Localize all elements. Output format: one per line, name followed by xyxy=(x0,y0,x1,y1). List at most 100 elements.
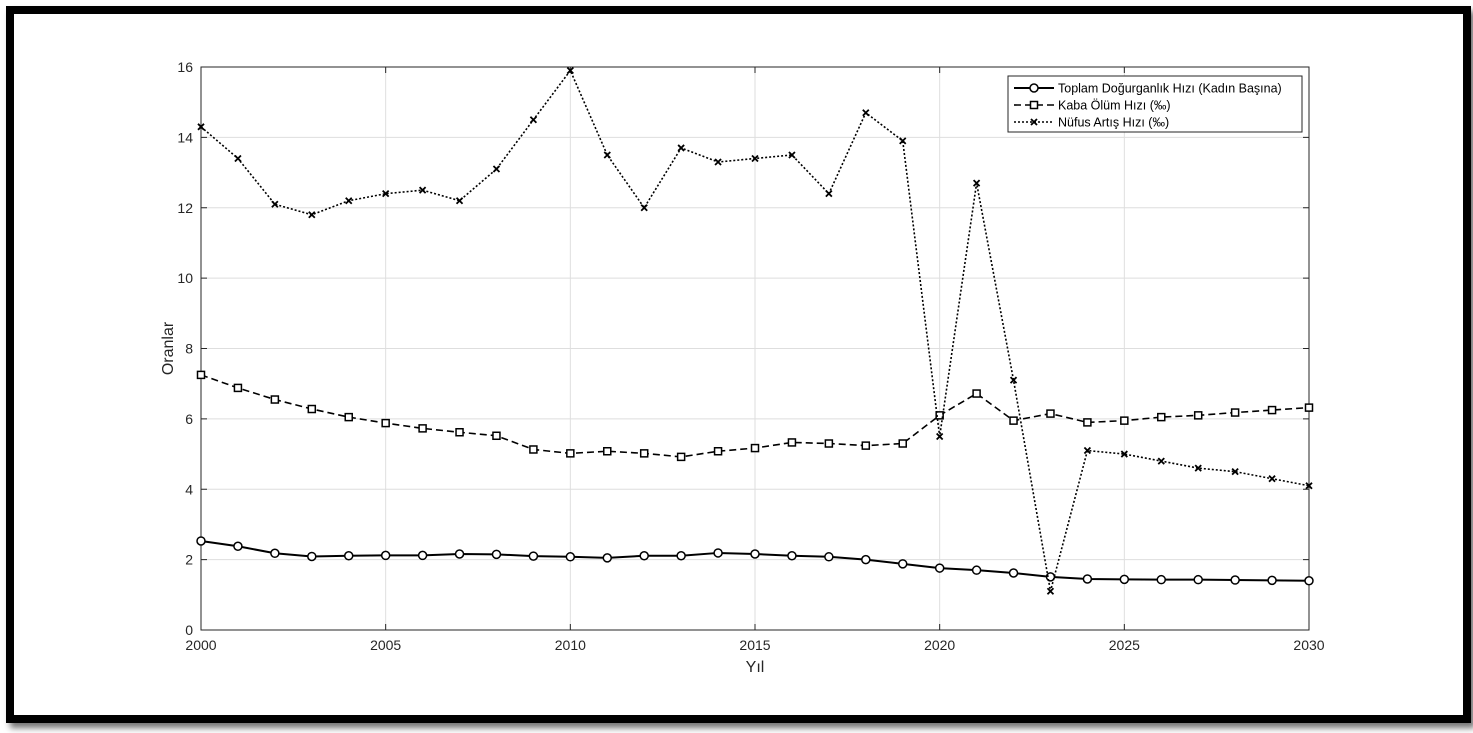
data-point xyxy=(899,137,907,145)
data-point xyxy=(788,151,796,159)
y-tick-label: 10 xyxy=(177,270,193,286)
data-point xyxy=(307,404,317,414)
legend: Toplam Doğurganlık Hızı (Kadın Başına) Ka… xyxy=(1007,75,1303,133)
data-point xyxy=(1009,416,1018,425)
series-group xyxy=(196,66,1314,595)
data-point xyxy=(935,411,944,420)
data-point xyxy=(380,550,391,561)
data-point xyxy=(677,144,685,152)
data-point xyxy=(1009,376,1018,384)
series-1 xyxy=(196,536,1314,586)
data-point xyxy=(676,452,686,462)
data-point xyxy=(270,548,280,559)
data-point xyxy=(529,445,538,454)
data-point xyxy=(787,438,797,447)
data-point xyxy=(750,549,760,559)
data-point xyxy=(196,536,206,546)
data-point xyxy=(529,116,538,124)
data-point xyxy=(862,109,870,117)
data-point xyxy=(382,190,390,198)
legend-marker xyxy=(1030,118,1038,126)
y-tick-label: 2 xyxy=(185,552,193,568)
data-point xyxy=(1305,482,1313,490)
x-tick-label: 2005 xyxy=(370,637,401,653)
y-tick-label: 16 xyxy=(177,59,193,75)
data-point xyxy=(639,449,649,458)
data-point xyxy=(197,123,205,131)
data-point xyxy=(1304,575,1314,586)
y-tick-label: 6 xyxy=(185,411,193,427)
data-point xyxy=(1157,457,1165,465)
data-point xyxy=(345,197,353,205)
data-point xyxy=(196,370,206,380)
x-axis-label: Yıl xyxy=(746,659,765,676)
data-point xyxy=(1230,408,1240,417)
data-point xyxy=(640,204,648,212)
data-point xyxy=(1267,575,1277,586)
data-point xyxy=(1046,409,1055,418)
data-point xyxy=(676,551,686,561)
x-tick-label: 2020 xyxy=(924,637,955,653)
data-point xyxy=(454,549,465,559)
x-tick-label: 2015 xyxy=(739,637,770,653)
grid xyxy=(200,66,1310,631)
data-point xyxy=(234,154,242,163)
legend-marker xyxy=(1029,83,1039,93)
y-axis-ticks: 0 2 4 6 8 10 12 14 16 xyxy=(177,59,1309,638)
data-point xyxy=(934,563,945,573)
y-tick-label: 14 xyxy=(177,129,193,145)
data-point xyxy=(1230,575,1240,585)
data-point xyxy=(491,549,502,560)
data-point xyxy=(1193,574,1203,585)
x-tick-label: 2025 xyxy=(1109,637,1140,653)
y-tick-label: 0 xyxy=(185,622,193,638)
data-point xyxy=(824,439,834,448)
data-point xyxy=(271,200,279,208)
legend-entry: Toplam Doğurganlık Hızı (Kadın Başına) xyxy=(1058,82,1282,96)
x-axis-ticks: 2000 2005 2010 2015 2020 2025 2030 xyxy=(185,67,1325,653)
legend-box xyxy=(1007,75,1303,133)
data-point xyxy=(639,551,649,561)
data-point xyxy=(418,424,427,433)
data-point xyxy=(713,446,723,456)
data-point xyxy=(1304,403,1314,412)
data-point xyxy=(714,158,722,166)
data-point xyxy=(1046,587,1055,595)
series-3 xyxy=(197,66,1313,595)
data-point xyxy=(418,186,427,194)
y-tick-label: 12 xyxy=(177,200,193,216)
legend-entry: Kaba Ölüm Hızı (‰) xyxy=(1058,99,1171,113)
data-point xyxy=(492,165,501,173)
legend-marker xyxy=(1029,100,1039,110)
data-point xyxy=(233,383,243,393)
data-point xyxy=(1008,568,1019,578)
data-point xyxy=(972,179,981,187)
data-point xyxy=(713,548,723,558)
y-axis-label: Oranlar xyxy=(160,321,177,375)
data-point xyxy=(528,551,539,561)
data-point xyxy=(1119,574,1130,585)
data-point xyxy=(1231,468,1239,476)
data-point xyxy=(603,151,611,159)
data-point xyxy=(750,443,760,453)
data-point xyxy=(566,449,575,458)
data-point xyxy=(307,551,317,562)
data-point xyxy=(1045,572,1056,582)
data-point xyxy=(566,66,574,75)
data-point xyxy=(602,553,613,563)
data-point xyxy=(1083,446,1092,455)
data-point xyxy=(1082,574,1093,584)
data-point xyxy=(972,389,981,398)
x-tick-label: 2010 xyxy=(555,637,586,653)
data-point xyxy=(270,395,280,404)
data-point xyxy=(308,211,316,219)
data-point xyxy=(861,441,871,450)
data-point xyxy=(787,551,797,561)
data-point xyxy=(897,559,908,569)
series-2 xyxy=(196,370,1314,462)
data-point xyxy=(1120,450,1128,458)
data-point xyxy=(603,446,612,456)
data-point xyxy=(1267,405,1277,415)
data-point xyxy=(381,418,390,428)
